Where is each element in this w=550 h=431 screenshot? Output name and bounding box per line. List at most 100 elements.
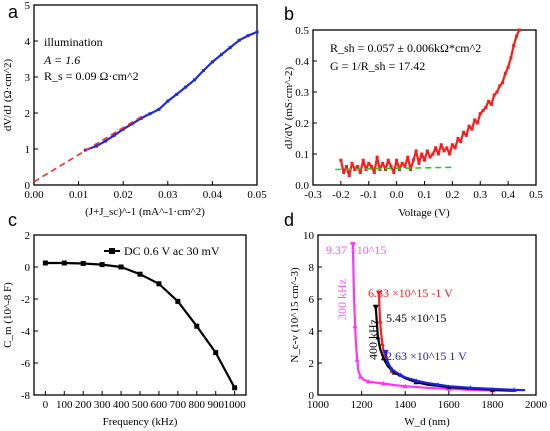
x-tick-label: 0.04 — [203, 189, 223, 201]
y-tick-label: 2 — [25, 230, 31, 242]
data-point — [395, 158, 399, 162]
x-tick-label: 1400 — [394, 399, 417, 411]
data-point — [411, 158, 415, 162]
x-tick-label: 0 — [43, 399, 49, 411]
series-line-a-1 — [33, 113, 146, 183]
data-point — [379, 341, 385, 346]
data-point — [453, 146, 457, 150]
data-point — [450, 143, 454, 147]
data-point — [377, 318, 383, 324]
x-tick-label: 200 — [75, 399, 92, 411]
data-point — [344, 164, 348, 168]
data-point — [358, 171, 362, 175]
data-point — [42, 260, 48, 266]
data-point — [381, 161, 385, 165]
series-line-d-0 — [351, 245, 515, 393]
data-point — [175, 298, 181, 304]
panel-label-a: a — [8, 2, 19, 22]
data-point — [511, 387, 517, 392]
y-tick-label: -8 — [21, 390, 31, 402]
series-line-c-0 — [45, 261, 236, 389]
data-point — [509, 56, 513, 60]
data-point — [380, 380, 386, 386]
data-point — [118, 264, 124, 270]
data-point — [492, 93, 496, 97]
peak-marker — [349, 242, 356, 249]
x-tick-label: 600 — [151, 399, 168, 411]
data-point — [414, 149, 418, 153]
data-point — [470, 127, 474, 131]
data-point — [342, 171, 346, 175]
data-point — [406, 155, 410, 159]
x-tick-label: 1000 — [224, 399, 247, 411]
data-point — [506, 65, 510, 69]
x-tick-label: 400 — [113, 399, 130, 411]
data-point — [130, 122, 134, 126]
legend-marker-c — [109, 248, 115, 254]
data-point — [475, 121, 479, 125]
data-point — [385, 359, 391, 365]
x-tick-label: 1600 — [438, 399, 461, 411]
data-point — [431, 152, 435, 156]
x-tick-label: 0.4 — [501, 189, 515, 201]
data-point — [425, 149, 429, 153]
panel-label-d: d — [284, 210, 294, 230]
data-point — [112, 133, 116, 137]
data-point — [473, 118, 477, 122]
data-point — [436, 152, 440, 156]
annotation-pink-frequency: 300 kHz — [335, 279, 349, 320]
data-point — [517, 28, 521, 32]
data-point — [367, 161, 371, 165]
panel-label-c: c — [8, 210, 17, 230]
y-axis-label-b: dJ/dV (mS·cm^-2) — [283, 67, 295, 150]
data-point — [194, 323, 200, 329]
x-tick-label: -0.3 — [304, 189, 322, 201]
data-point — [398, 372, 404, 377]
data-point — [356, 164, 360, 168]
data-point — [370, 164, 374, 168]
y-tick-label: 4 — [25, 36, 31, 48]
x-tick-label: 0.02 — [114, 189, 133, 201]
series-group-a — [33, 30, 259, 183]
data-point — [139, 116, 143, 120]
annotation-illumination: illumination — [44, 35, 103, 49]
plot-frame-d — [317, 234, 537, 396]
axis-ticks-c: 0 100 200 300 400 500 600 700 800 900 1000 2 0 -2 -4 -6… — [21, 230, 246, 411]
annotation-shunt-resistance: R_sh = 0.057 ± 0.006kΩ*cm^2 — [330, 41, 481, 55]
x-axis-label-a: (J+J_sc)^-1 (mA^-1·cm^2) — [85, 206, 205, 218]
data-point — [201, 69, 205, 73]
data-point — [184, 85, 188, 89]
data-point — [352, 323, 358, 329]
data-point — [386, 158, 390, 162]
series-group-c — [42, 260, 238, 391]
annotation-series-resistance: R_s = 0.09 Ω·cm^2 — [44, 69, 139, 83]
annotation-black-peak: 5.45 ×10^15 — [386, 311, 446, 325]
data-point — [137, 271, 143, 277]
x-tick-label: 300 — [94, 399, 111, 411]
plot-frame-c — [33, 234, 247, 396]
y-tick-label: 3 — [25, 72, 31, 84]
legend-c: DC 0.6 V ac 30 mV — [104, 244, 220, 258]
y-tick-label: 0 — [309, 390, 315, 402]
data-point — [462, 130, 466, 134]
annotation-ideality: A = 1.6 — [43, 53, 80, 67]
annotation-black-frequency: 400 kHz — [366, 319, 380, 360]
data-point — [495, 90, 499, 94]
panel-d: 1000 1200 1400 1600 1800 2000 0 2 4 6 8 10 9.37 ×10… — [289, 230, 548, 428]
y-tick-label: 6 — [309, 294, 315, 306]
annotation-pink-peak: 9.37 ×10^15 — [326, 243, 386, 257]
series-group-b — [335, 28, 521, 178]
data-point — [232, 385, 238, 391]
y-axis-label-c: C_m (10^-8 F) — [2, 282, 14, 348]
data-point — [456, 137, 460, 140]
data-point — [339, 158, 343, 162]
y-tick-label: 1 — [25, 144, 31, 156]
annotation-red-peak: 6.33 ×10^15 -1 V — [368, 286, 453, 300]
data-point — [372, 171, 376, 175]
data-point — [350, 161, 354, 165]
y-tick-label: 0.2 — [295, 118, 309, 130]
y-tick-label: 2 — [309, 358, 315, 370]
data-point — [484, 106, 488, 109]
y-axis-label-d: N_c-v (10^15 cm^-3) — [289, 267, 301, 363]
